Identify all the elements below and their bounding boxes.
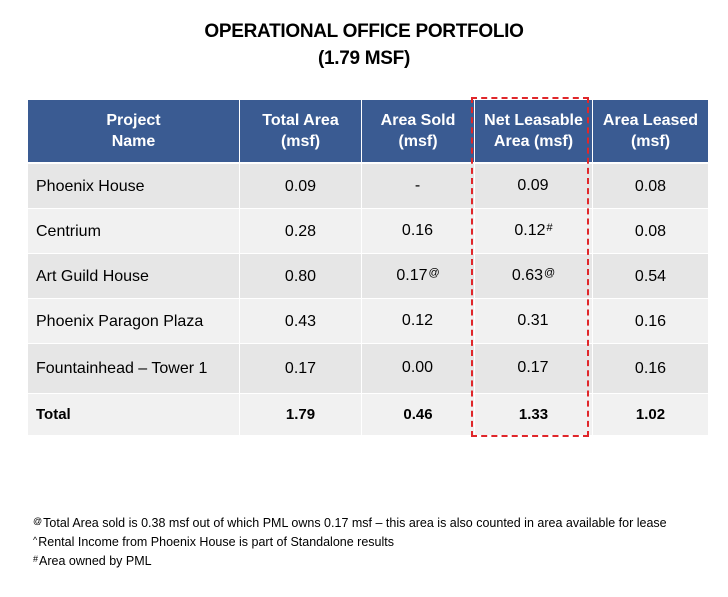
- header-project-name: Project Name: [28, 100, 240, 164]
- table-header-row: Project Name Total Area (msf) Area Sold …: [28, 100, 708, 164]
- cell-total-area: 0.80: [240, 254, 362, 299]
- cell-area-leased: 0.16: [593, 299, 708, 344]
- cell-net-leasable: 0.63@: [475, 254, 593, 299]
- footnotes: @Total Area sold is 0.38 msf out of whic…: [33, 514, 693, 571]
- cell-total-area: 0.09: [240, 164, 362, 209]
- table-row: Phoenix House 0.09 - 0.09 0.08: [28, 164, 708, 209]
- cell-net-leasable: 1.33: [475, 394, 593, 436]
- header-total-area: Total Area (msf): [240, 100, 362, 164]
- cell-area-sold: -: [362, 164, 475, 209]
- page-title: OPERATIONAL OFFICE PORTFOLIO: [204, 21, 524, 42]
- cell-area-leased: 1.02: [593, 394, 708, 436]
- cell-area-leased: 0.08: [593, 209, 708, 254]
- cell-project-name: Centrium: [28, 209, 240, 254]
- cell-area-leased: 0.54: [593, 254, 708, 299]
- footnote: #Area owned by PML: [33, 554, 152, 568]
- table-row: Art Guild House 0.80 0.17@ 0.63@ 0.54: [28, 254, 708, 299]
- table-total-row: Total 1.79 0.46 1.33 1.02: [28, 394, 708, 436]
- cell-net-leasable: 0.09: [475, 164, 593, 209]
- table-row: Phoenix Paragon Plaza 0.43 0.12 0.31 0.1…: [28, 299, 708, 344]
- cell-area-leased: 0.16: [593, 344, 708, 394]
- header-net-leasable-area: Net Leasable Area (msf): [475, 100, 593, 164]
- cell-area-sold: 0.17@: [362, 254, 475, 299]
- cell-project-name: Fountainhead – Tower 1: [28, 344, 240, 394]
- cell-project-name: Phoenix House: [28, 164, 240, 209]
- table-row: Centrium 0.28 0.16 0.12# 0.08: [28, 209, 708, 254]
- page-subtitle: (1.79 MSF): [317, 48, 411, 69]
- cell-area-sold: 0.16: [362, 209, 475, 254]
- footnote: ^Rental Income from Phoenix House is par…: [33, 535, 394, 549]
- portfolio-table: Project Name Total Area (msf) Area Sold …: [28, 100, 708, 436]
- cell-total-area: 0.28: [240, 209, 362, 254]
- cell-net-leasable: 0.12#: [475, 209, 593, 254]
- cell-area-leased: 0.08: [593, 164, 708, 209]
- cell-net-leasable: 0.17: [475, 344, 593, 394]
- cell-total-area: 0.17: [240, 344, 362, 394]
- cell-area-sold: 0.12: [362, 299, 475, 344]
- cell-total-area: 0.43: [240, 299, 362, 344]
- cell-project-name: Phoenix Paragon Plaza: [28, 299, 240, 344]
- cell-area-sold: 0.00: [362, 344, 475, 394]
- cell-total-area: 1.79: [240, 394, 362, 436]
- table-row: Fountainhead – Tower 1 0.17 0.00 0.17 0.…: [28, 344, 708, 394]
- header-area-sold: Area Sold (msf): [362, 100, 475, 164]
- cell-project-name: Art Guild House: [28, 254, 240, 299]
- cell-area-sold: 0.46: [362, 394, 475, 436]
- cell-net-leasable: 0.31: [475, 299, 593, 344]
- footnote: @Total Area sold is 0.38 msf out of whic…: [33, 516, 667, 530]
- header-area-leased: Area Leased (msf): [593, 100, 708, 164]
- cell-total-label: Total: [28, 394, 240, 436]
